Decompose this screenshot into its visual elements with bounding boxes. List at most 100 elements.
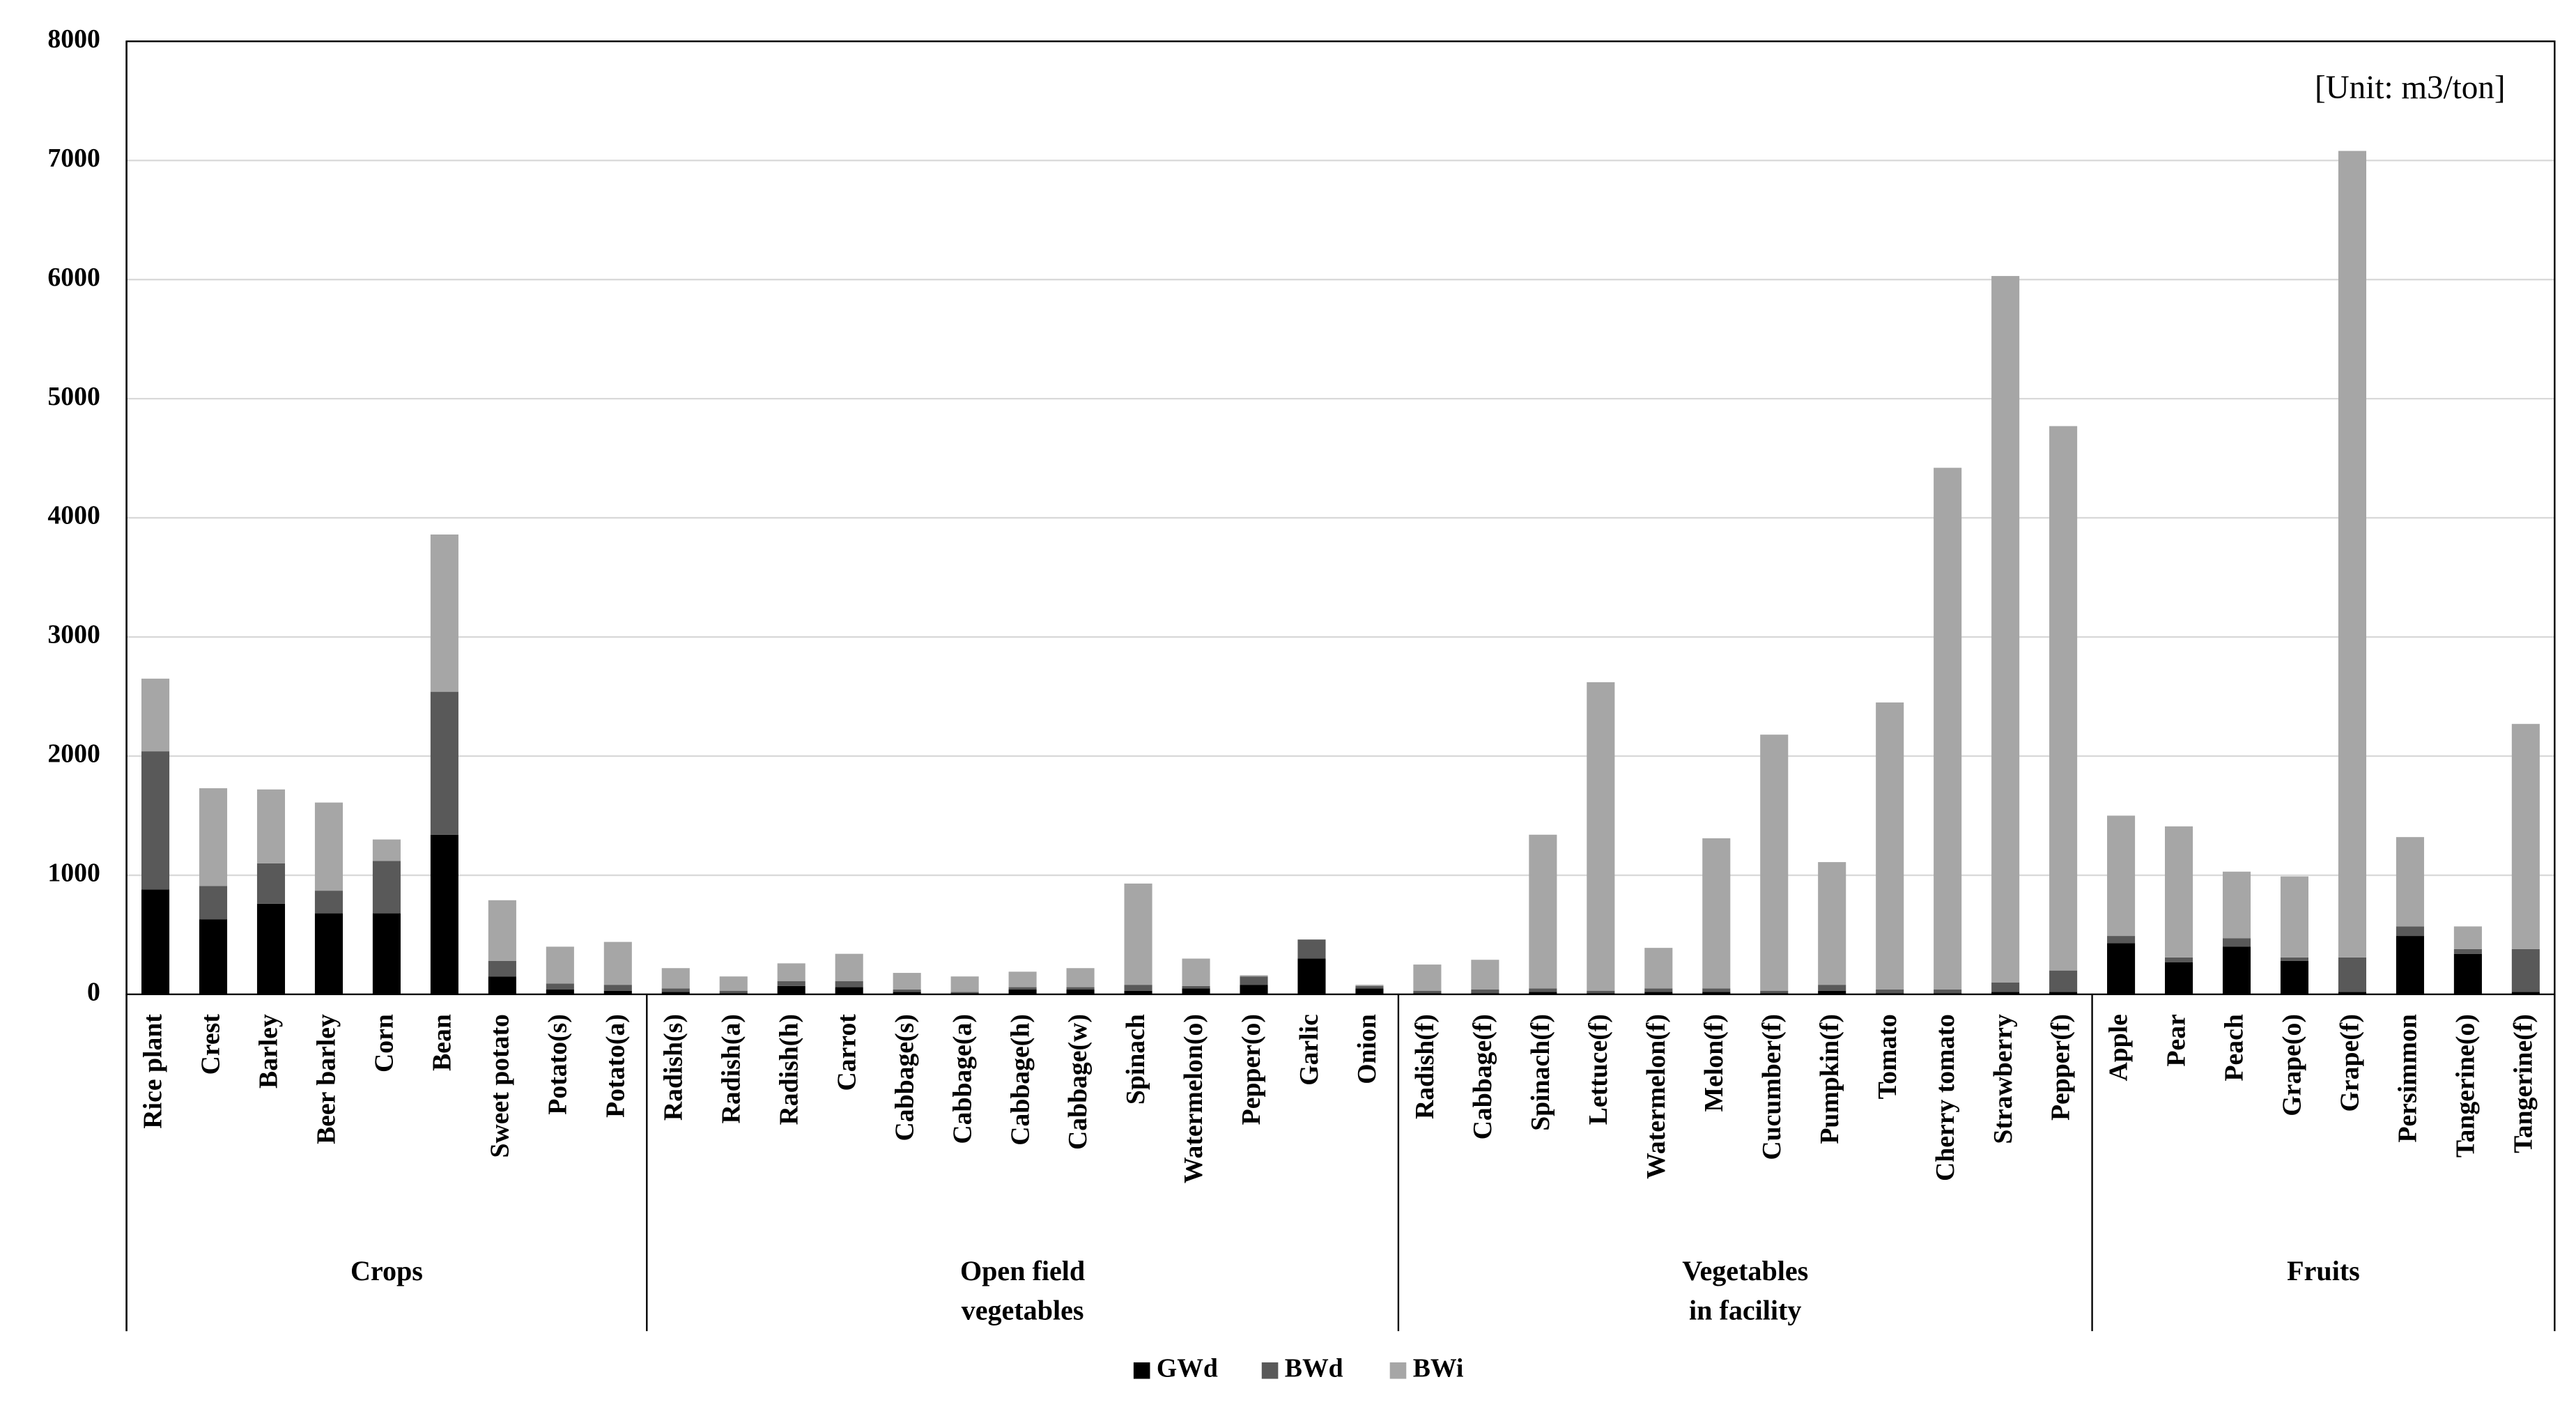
bar-segment [1644,988,1673,992]
bar-segment [1760,735,1789,991]
bar-segment [256,863,286,904]
bar-segment [2511,948,2540,992]
x-tick-label: Apple [2104,1014,2134,1081]
x-tick-label: Grape(f) [2336,1014,2365,1112]
bar-segment [893,973,921,990]
x-tick-label: Pumpkin(f) [1815,1014,1844,1144]
bar-segment [2164,957,2193,962]
bar-segment [2164,826,2193,958]
bar-segment [1644,992,1673,994]
bar-segment [1876,993,1904,994]
bar-segment [777,985,805,994]
bar-segment [661,988,690,992]
bar-segment [1760,993,1789,994]
x-tick-label: Melon(f) [1699,1014,1729,1112]
bar-segment [2338,151,2366,958]
bar-segment [1587,993,1615,994]
bar-segment [430,834,458,994]
unit-annotation: [Unit: m3/ton] [2315,70,2506,106]
bar-segment [1471,960,1499,990]
y-tick-label: 2000 [47,739,100,769]
bar-segment [777,963,805,982]
bar-segment [2453,948,2482,954]
x-tick-label: Sweet potato [486,1014,515,1158]
bar-segment [2396,926,2424,937]
x-tick-label: Lettuce(f) [1584,1014,1613,1125]
bar-segment [2280,876,2309,958]
legend-label: BWd [1285,1353,1343,1383]
bar-segment [199,919,228,994]
bar-segment [2453,926,2482,949]
bar-segment [1876,702,1904,990]
x-tick-label: Cabbage(f) [1468,1014,1497,1139]
x-tick-label: Carrot [832,1014,861,1091]
bar-segment [1413,993,1442,994]
bar-segment [1355,988,1384,994]
bar-segment [719,993,748,994]
group-label: in facility [1689,1294,1801,1325]
bar-segment [372,861,401,914]
bar-segment [1355,985,1384,989]
bar-segment [893,989,921,992]
x-tick-label: Rice plant [139,1014,168,1129]
bar-segment [1182,958,1210,986]
y-tick-label: 0 [87,977,100,1006]
x-tick-label: Radish(a) [716,1014,746,1123]
x-tick-label: Cabbage(s) [890,1014,919,1141]
bar-segment [1297,939,1326,959]
bar-segment [1008,971,1037,987]
bar-segment [430,691,458,835]
bar-segment [2338,992,2366,994]
bar-segment [1587,990,1615,994]
x-tick-label: Pepper(f) [2046,1014,2076,1121]
bar-segment [1355,985,1384,986]
bar-segment [372,913,401,994]
bar-segment [256,903,286,994]
bar-segment [141,751,170,890]
bar-segment [2164,962,2193,994]
bar-segment [372,839,401,861]
bar-segment [199,788,228,886]
bar-segment [2338,957,2366,992]
x-tick-label: Cucumber(f) [1757,1014,1787,1160]
x-tick-label: Tangerine(f) [2509,1014,2538,1153]
x-tick-label: Bean [428,1014,457,1071]
bar-segment [256,789,286,863]
bar-segment [2396,936,2424,994]
bar-segment [1991,992,2020,994]
bar-segment [1702,838,1731,989]
bar-segment [1818,990,1846,994]
x-tick-label: Garlic [1295,1014,1324,1086]
legend-swatch [1261,1362,1279,1379]
bar-segment [1991,982,2020,992]
x-tick-label: Peach [2220,1014,2249,1081]
bar-segment [1529,988,1557,992]
x-tick-label: Cabbage(w) [1063,1014,1093,1150]
bar-segment [1876,989,1904,994]
bar-segment [2280,957,2309,961]
x-tick-label: Spinach [1121,1014,1150,1105]
bar-segment [1934,468,1962,990]
bar-segment [1471,993,1499,994]
bar-segment [1529,834,1557,989]
x-tick-label: Pear [2162,1014,2191,1066]
bar-segment [1066,989,1095,994]
x-tick-label: Persimmon [2393,1014,2423,1142]
bar-segment [835,953,863,982]
bar-segment [546,989,574,994]
bar-segment [430,535,458,692]
x-tick-label: Pepper(o) [1237,1014,1266,1125]
bar-segment [1760,990,1789,994]
bar-segment [835,981,863,987]
bar-segment [2049,426,2078,971]
bar-segment [2107,943,2136,994]
bar-segment [1702,988,1731,992]
bar-segment [2107,936,2136,944]
x-tick-label: Spinach(f) [1526,1014,1555,1131]
x-tick-label: Corn [370,1014,399,1072]
bar-segment [2222,938,2251,947]
x-tick-label: Tomato [1873,1014,1902,1099]
x-tick-label: Cabbage(a) [948,1014,977,1144]
bar-segment [603,941,632,985]
x-tick-label: Watermelon(f) [1642,1014,1671,1179]
